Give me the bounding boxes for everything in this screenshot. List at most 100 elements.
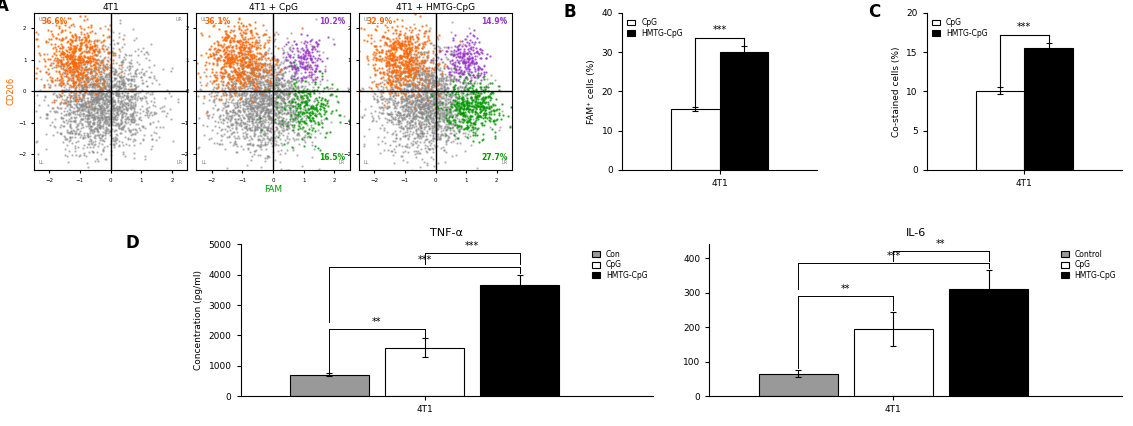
Point <box>125 112 143 119</box>
Point <box>145 103 163 109</box>
Point <box>288 76 306 83</box>
Point <box>300 116 318 123</box>
Point <box>252 98 270 104</box>
Point <box>51 57 69 64</box>
Point <box>365 94 383 101</box>
Point <box>452 123 470 130</box>
Point <box>110 70 128 77</box>
Point <box>102 63 120 70</box>
Point <box>121 98 139 105</box>
Point <box>306 119 324 126</box>
Point <box>283 127 301 133</box>
Point <box>455 59 474 66</box>
Point <box>449 103 467 110</box>
Point <box>394 52 412 59</box>
Point <box>420 97 438 104</box>
Point <box>70 81 88 88</box>
Point <box>452 94 470 101</box>
Point <box>248 126 266 132</box>
Point <box>70 36 88 43</box>
Point <box>380 95 398 101</box>
Point <box>252 125 270 132</box>
Point <box>248 49 266 56</box>
Point <box>428 64 446 71</box>
Point <box>395 49 414 55</box>
Point <box>400 60 418 66</box>
Point <box>121 113 139 120</box>
Point <box>114 77 133 83</box>
Point <box>306 78 324 85</box>
Point <box>236 107 254 114</box>
Point <box>275 102 293 109</box>
Point <box>471 101 489 108</box>
Point <box>224 55 242 62</box>
Point <box>424 74 442 81</box>
Point <box>404 76 423 83</box>
Point <box>85 115 103 122</box>
Point <box>222 84 240 91</box>
Point <box>448 93 466 100</box>
Point <box>410 101 428 107</box>
Point <box>191 79 210 86</box>
Point <box>286 80 304 87</box>
Point <box>272 67 290 74</box>
Point <box>237 124 255 131</box>
Point <box>92 87 110 94</box>
Point <box>451 104 469 111</box>
Point <box>87 113 105 120</box>
Point <box>392 105 410 112</box>
Point <box>452 84 470 91</box>
Point <box>400 27 418 34</box>
Point <box>279 120 297 127</box>
Point <box>391 71 409 78</box>
Point <box>256 157 274 164</box>
Point <box>296 49 314 56</box>
Point <box>87 109 105 116</box>
Point <box>265 127 283 134</box>
Point <box>67 73 85 80</box>
Point <box>417 102 435 109</box>
Point <box>241 104 259 110</box>
Point <box>107 90 125 97</box>
Point <box>278 90 296 97</box>
Point <box>93 114 111 121</box>
Point <box>453 99 471 106</box>
Point <box>225 65 244 72</box>
Point <box>259 115 278 121</box>
Point <box>435 89 453 96</box>
Point <box>112 107 130 114</box>
Point <box>428 121 446 127</box>
Point <box>265 110 283 117</box>
Point <box>101 62 119 69</box>
Point <box>50 93 68 100</box>
Point <box>397 37 415 44</box>
Point <box>27 36 45 43</box>
Point <box>440 118 458 125</box>
Point <box>263 56 281 63</box>
Point <box>253 63 271 70</box>
Point <box>426 106 444 113</box>
Point <box>421 59 440 66</box>
Point <box>218 33 236 40</box>
Point <box>436 99 454 106</box>
Point <box>96 74 114 81</box>
Point <box>289 152 307 158</box>
Point <box>384 52 402 58</box>
Point <box>428 109 446 116</box>
Point <box>437 64 455 71</box>
Point <box>125 76 143 83</box>
Point <box>426 94 444 101</box>
Point <box>265 107 283 114</box>
Point <box>211 54 229 61</box>
Point <box>461 80 479 86</box>
Point <box>83 83 101 90</box>
Point <box>257 81 275 88</box>
Point <box>440 120 458 127</box>
Point <box>244 124 262 130</box>
Point <box>403 100 421 106</box>
Point <box>281 118 299 125</box>
Point <box>61 92 79 99</box>
Point <box>385 62 403 69</box>
Point <box>384 152 402 158</box>
Point <box>88 128 107 135</box>
